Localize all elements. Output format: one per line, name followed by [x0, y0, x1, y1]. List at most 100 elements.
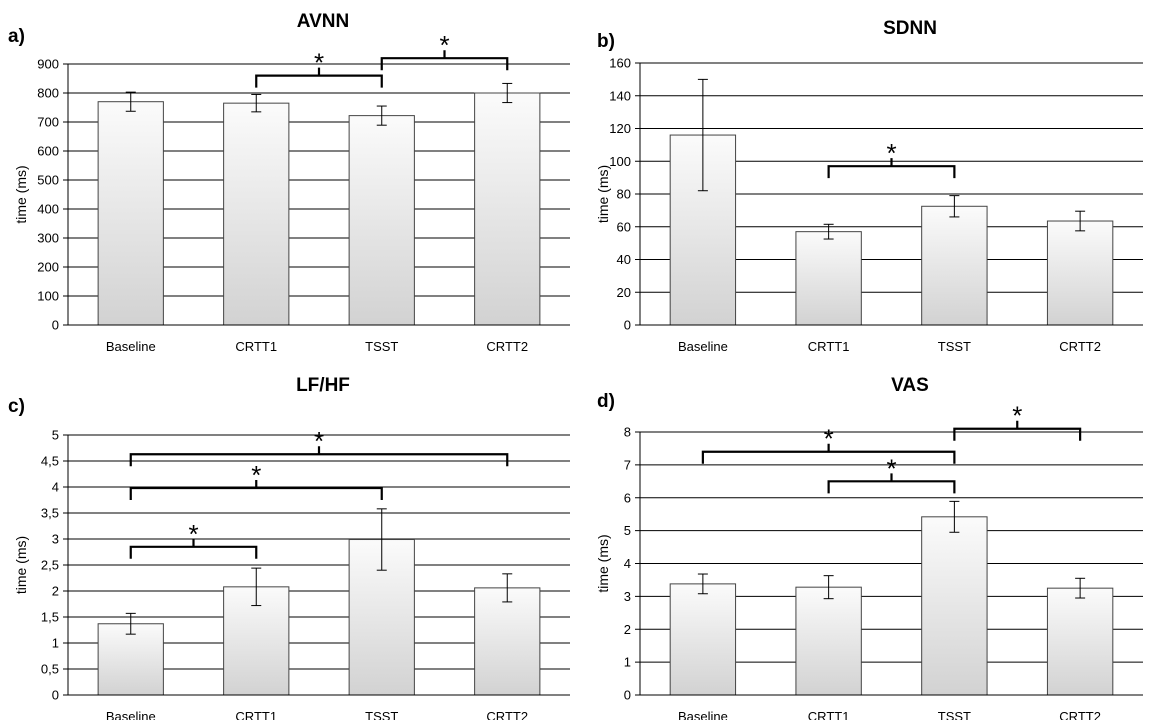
chart-svg: d) VAS time (ms) 0 1 2 3 4 5 6 7 8 Baseline CRTT1 TSST…: [595, 375, 1143, 720]
significance-star: *: [439, 30, 449, 60]
y-tick-label: 900: [37, 57, 59, 72]
y-tick-label: 8: [624, 425, 631, 440]
chart-title: SDNN: [883, 18, 937, 39]
significance-bracket: [380, 50, 509, 71]
significance-bracket: [827, 473, 956, 494]
y-axis-label: time (ms): [13, 165, 29, 223]
panel-letter: a): [8, 26, 25, 47]
x-category-label: TSST: [365, 709, 398, 720]
significance-star: *: [1012, 401, 1022, 431]
x-category-label: Baseline: [106, 339, 156, 354]
x-category-label: CRTT2: [1059, 709, 1101, 720]
y-axis-label: time (ms): [595, 534, 611, 592]
chart-title: VAS: [891, 375, 929, 396]
x-category-label: TSST: [938, 709, 971, 720]
chart-panel-sdnn: b) SDNN time (ms) 0 20 40 60 80 100 120 140 160 Base…: [580, 0, 1150, 360]
bar-crtt2: [474, 587, 541, 696]
y-axis-label: time (ms): [595, 165, 611, 223]
y-tick-label: 2: [52, 584, 59, 599]
significance-bracket: [255, 67, 383, 88]
y-tick-label: 4,5: [41, 454, 59, 469]
y-tick-label: 6: [624, 490, 631, 505]
chart-panel-avnn: a) AVNN time (ms) 0 100 200 300 400 500 600 700 800…: [0, 0, 575, 360]
significance-bracket: [129, 446, 509, 467]
y-tick-label: 140: [609, 88, 631, 103]
y-axis-label: time (ms): [13, 536, 29, 594]
significance-bracket: [953, 420, 1082, 441]
bar-tsst: [921, 205, 988, 326]
y-tick-label: 4: [52, 480, 59, 495]
y-tick-label: 160: [609, 56, 631, 71]
chart-panel-vas: d) VAS time (ms) 0 1 2 3 4 5 6 7 8 Baseline CRTT1 TSST…: [580, 360, 1150, 720]
bar-crtt1: [795, 586, 862, 696]
y-tick-label: 200: [37, 260, 59, 275]
chart-svg: b) SDNN time (ms) 0 20 40 60 80 100 120 140 160 Base…: [595, 18, 1143, 354]
significance-star: *: [314, 48, 324, 78]
x-category-label: Baseline: [678, 709, 728, 720]
y-tick-label: 800: [37, 86, 59, 101]
panel-letter: c): [8, 396, 25, 417]
y-tick-label: 0: [52, 318, 59, 333]
significance-star: *: [314, 426, 324, 456]
y-tick-label: 80: [617, 187, 631, 202]
significance-star: *: [824, 424, 834, 454]
y-tick-label: 400: [37, 202, 59, 217]
bar-crtt1: [795, 231, 862, 326]
y-tick-label: 0: [624, 688, 631, 703]
y-tick-label: 7: [624, 457, 631, 472]
y-tick-label: 500: [37, 173, 59, 188]
y-tick-label: 60: [617, 219, 631, 234]
y-tick-label: 20: [617, 285, 631, 300]
x-category-label: CRTT1: [235, 709, 277, 720]
bar-crtt1: [223, 102, 290, 326]
bar-tsst: [348, 115, 415, 326]
significance-star: *: [251, 460, 261, 490]
chart-title: LF/HF: [296, 375, 350, 396]
panel-letter: d): [597, 391, 615, 412]
y-tick-label: 100: [609, 154, 631, 169]
significance-bracket: [129, 480, 383, 501]
x-category-label: CRTT2: [486, 339, 528, 354]
y-tick-label: 0: [624, 318, 631, 333]
significance-bracket: [701, 443, 956, 464]
y-tick-label: 0: [52, 688, 59, 703]
x-category-label: CRTT1: [808, 339, 850, 354]
chart-svg: c) LF/HF time (ms) 0 0,5 1 1,5 2 2,5 3 3,5 4 4,5 5 Bas…: [8, 375, 570, 720]
chart-panel-lfhf: c) LF/HF time (ms) 0 0,5 1 1,5 2 2,5 3 3,5 4 4,5 5 Bas…: [0, 360, 575, 720]
bar-baseline: [669, 583, 737, 696]
y-tick-label: 5: [624, 523, 631, 538]
panel-letter: b): [597, 31, 615, 52]
x-category-label: Baseline: [106, 709, 156, 720]
y-tick-label: 600: [37, 144, 59, 159]
significance-star: *: [886, 453, 896, 483]
y-tick-label: 1: [52, 636, 59, 651]
y-tick-label: 3: [52, 532, 59, 547]
bar-tsst: [921, 516, 988, 696]
chart-svg: a) AVNN time (ms) 0 100 200 300 400 500 600 700 800…: [8, 11, 570, 354]
significance-bracket: [129, 538, 258, 559]
y-tick-label: 3,5: [41, 506, 59, 521]
bar-crtt2: [1046, 220, 1114, 326]
y-tick-label: 120: [609, 121, 631, 136]
y-tick-label: 300: [37, 231, 59, 246]
y-tick-label: 0,5: [41, 662, 59, 677]
x-category-label: TSST: [365, 339, 398, 354]
x-category-label: CRTT1: [808, 709, 850, 720]
x-category-label: TSST: [938, 339, 971, 354]
significance-star: *: [886, 138, 896, 168]
x-category-label: CRTT2: [1059, 339, 1101, 354]
significance-star: *: [188, 519, 198, 549]
y-tick-label: 700: [37, 115, 59, 130]
bar-crtt2: [474, 92, 541, 326]
x-category-label: CRTT2: [486, 709, 528, 720]
y-tick-label: 1: [624, 655, 631, 670]
y-tick-label: 2: [624, 622, 631, 637]
y-tick-label: 2,5: [41, 558, 59, 573]
y-tick-label: 3: [624, 589, 631, 604]
x-category-label: Baseline: [678, 339, 728, 354]
y-tick-label: 5: [52, 428, 59, 443]
y-tick-label: 100: [37, 289, 59, 304]
x-category-label: CRTT1: [235, 339, 277, 354]
y-tick-label: 1,5: [41, 610, 59, 625]
y-tick-label: 4: [624, 556, 631, 571]
